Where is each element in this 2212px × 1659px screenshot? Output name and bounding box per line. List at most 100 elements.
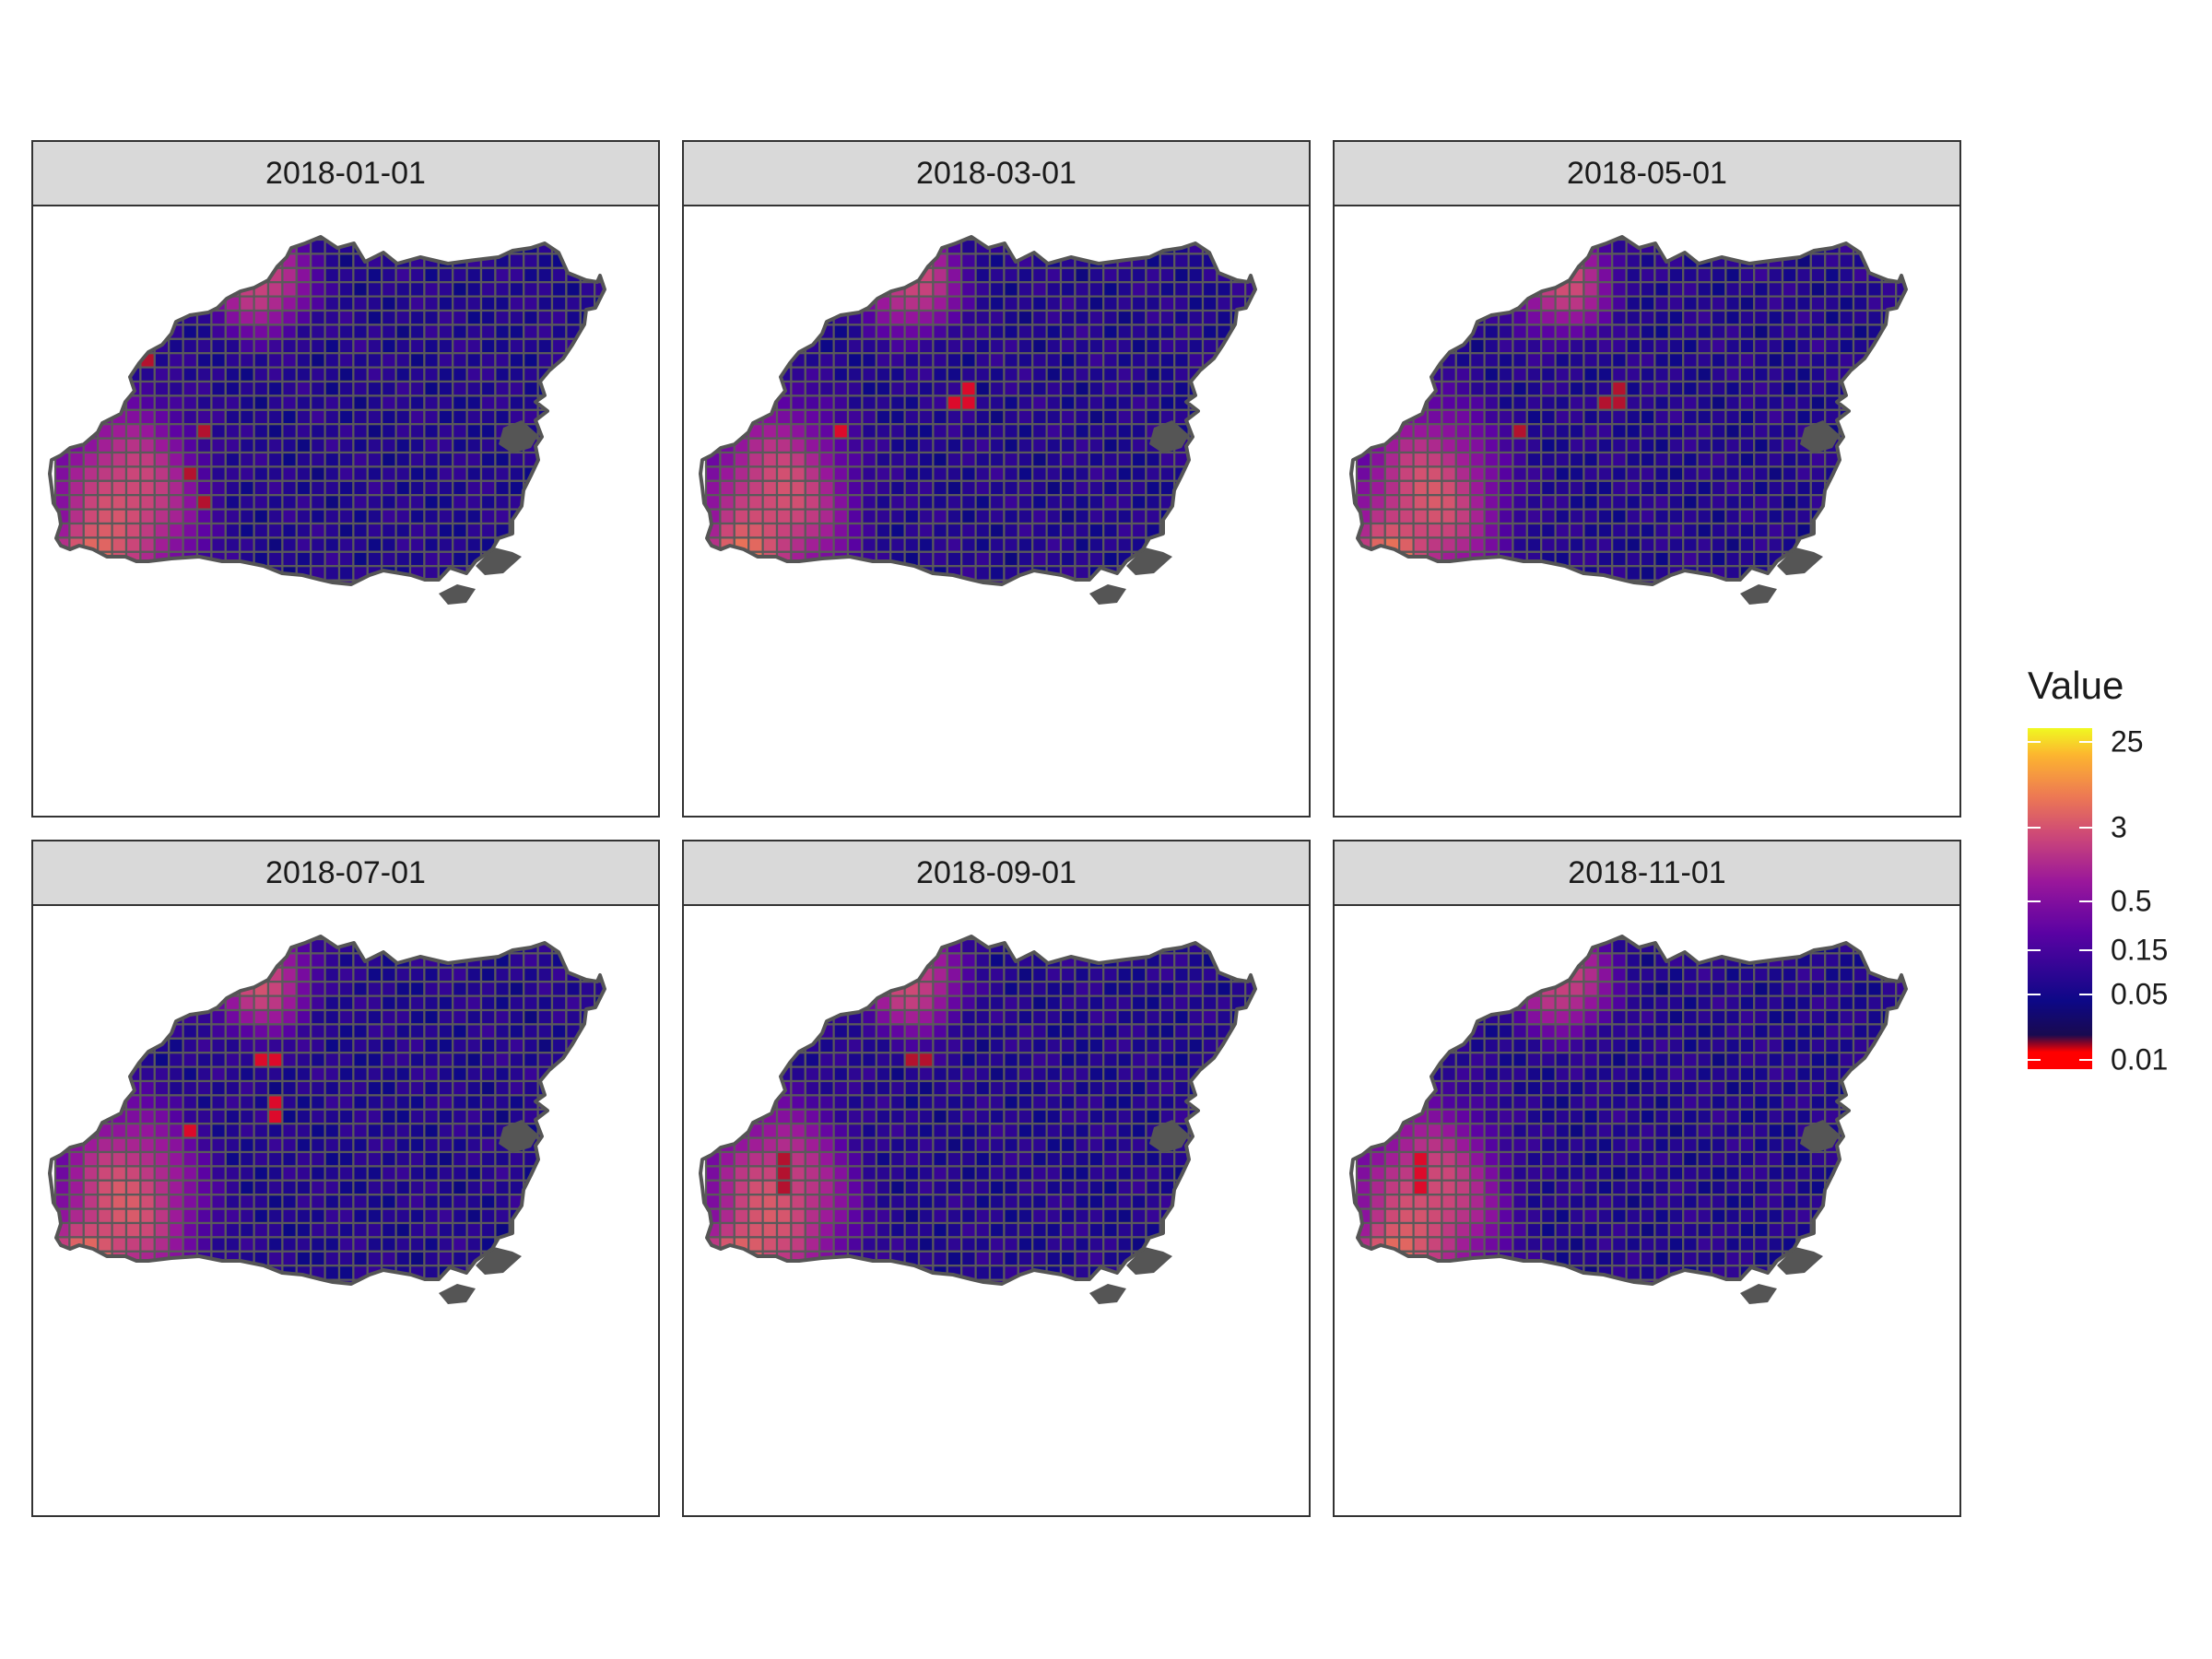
grid-cell — [1003, 266, 1019, 284]
grid-cell — [494, 1194, 511, 1210]
grid-cell — [1412, 352, 1430, 369]
grid-cell — [324, 494, 341, 511]
grid-cell — [932, 1165, 948, 1182]
grid-cell — [111, 1278, 128, 1284]
grid-cell — [1017, 550, 1034, 568]
grid-cell — [437, 380, 454, 397]
grid-cell — [565, 1052, 582, 1068]
grid-cell — [1653, 550, 1670, 568]
grid-cell — [195, 579, 213, 584]
grid-cell — [1426, 266, 1443, 284]
grid-cell — [210, 1221, 227, 1239]
grid-cell — [974, 281, 992, 298]
grid-cell — [761, 1265, 779, 1281]
grid-cell — [310, 394, 326, 411]
grid-cell — [82, 1221, 100, 1239]
grid-cell — [310, 352, 326, 369]
grid-cell — [1596, 408, 1614, 426]
grid-cell — [111, 281, 128, 298]
grid-cell — [366, 994, 383, 1012]
grid-cell — [1696, 309, 1713, 326]
grid-cell — [195, 1194, 213, 1210]
grid-cell — [1003, 522, 1019, 539]
grid-cell — [394, 479, 412, 497]
grid-cell — [224, 952, 241, 969]
grid-cell — [1512, 579, 1528, 584]
grid-cell — [53, 1108, 71, 1125]
grid-cell — [1088, 494, 1105, 511]
grid-cell — [1045, 295, 1063, 312]
grid-cell — [1216, 565, 1232, 582]
grid-cell — [594, 437, 605, 454]
grid-cell — [1809, 253, 1827, 269]
grid-cell — [437, 309, 454, 326]
grid-cell — [1216, 1150, 1232, 1168]
grid-cell — [224, 394, 241, 411]
grid-cell — [1554, 423, 1571, 440]
grid-cell — [818, 423, 835, 440]
grid-cell — [1017, 1108, 1034, 1125]
grid-cell — [1639, 479, 1656, 497]
grid-cell — [82, 550, 100, 568]
grid-cell — [1145, 579, 1161, 584]
grid-cell — [1625, 437, 1642, 454]
grid-cell — [1059, 266, 1077, 284]
grid-cell — [82, 1065, 100, 1083]
grid-cell — [1116, 494, 1134, 511]
grid-cell — [1187, 550, 1205, 568]
grid-cell — [381, 994, 397, 1012]
grid-cell — [408, 380, 426, 397]
grid-cell — [1767, 494, 1784, 511]
grid-cell — [139, 253, 156, 269]
grid-cell — [804, 309, 821, 326]
grid-cell — [1525, 451, 1543, 468]
grid-cell — [932, 380, 948, 397]
grid-cell — [861, 1079, 877, 1097]
grid-cell — [790, 465, 806, 482]
grid-cell — [352, 966, 369, 983]
grid-cell — [1017, 451, 1034, 468]
grid-cell — [1383, 479, 1401, 497]
grid-cell — [408, 1052, 426, 1068]
grid-cell — [1017, 1123, 1034, 1139]
grid-cell — [1483, 380, 1500, 397]
grid-cell — [1059, 1037, 1077, 1054]
grid-cell — [1611, 309, 1628, 326]
grid-cell — [366, 479, 383, 497]
grid-cell — [295, 1236, 312, 1253]
grid-cell — [875, 522, 892, 539]
grid-cell — [508, 266, 525, 284]
grid-cell — [423, 1278, 440, 1284]
grid-cell — [1130, 1136, 1147, 1154]
grid-cell — [1201, 366, 1218, 383]
grid-cell — [168, 1150, 184, 1168]
grid-cell — [704, 1179, 722, 1196]
grid-cell — [1059, 1207, 1077, 1225]
grid-cell — [917, 423, 935, 440]
grid-cell — [253, 253, 270, 269]
grid-cell — [565, 408, 582, 426]
grid-cell — [818, 451, 835, 468]
grid-cell — [1866, 479, 1883, 497]
grid-cell — [239, 1094, 255, 1111]
grid-cell — [281, 522, 298, 539]
grid-cell — [239, 423, 255, 440]
grid-cell — [861, 451, 877, 468]
grid-cell — [1031, 1052, 1048, 1068]
grid-cell — [1116, 1194, 1134, 1210]
grid-cell — [465, 522, 483, 539]
grid-cell — [508, 1278, 525, 1284]
grid-cell — [195, 380, 213, 397]
grid-cell — [408, 994, 426, 1012]
grid-cell — [579, 380, 596, 397]
grid-cell — [1682, 295, 1699, 312]
grid-cell — [352, 1207, 369, 1225]
grid-cell — [124, 966, 142, 983]
grid-cell — [1880, 536, 1898, 553]
grid-cell — [536, 1207, 554, 1225]
grid-cell — [1412, 937, 1430, 955]
grid-cell — [337, 550, 355, 568]
grid-cell — [903, 1278, 921, 1284]
grid-cell — [946, 324, 963, 340]
grid-cell — [465, 1150, 483, 1168]
